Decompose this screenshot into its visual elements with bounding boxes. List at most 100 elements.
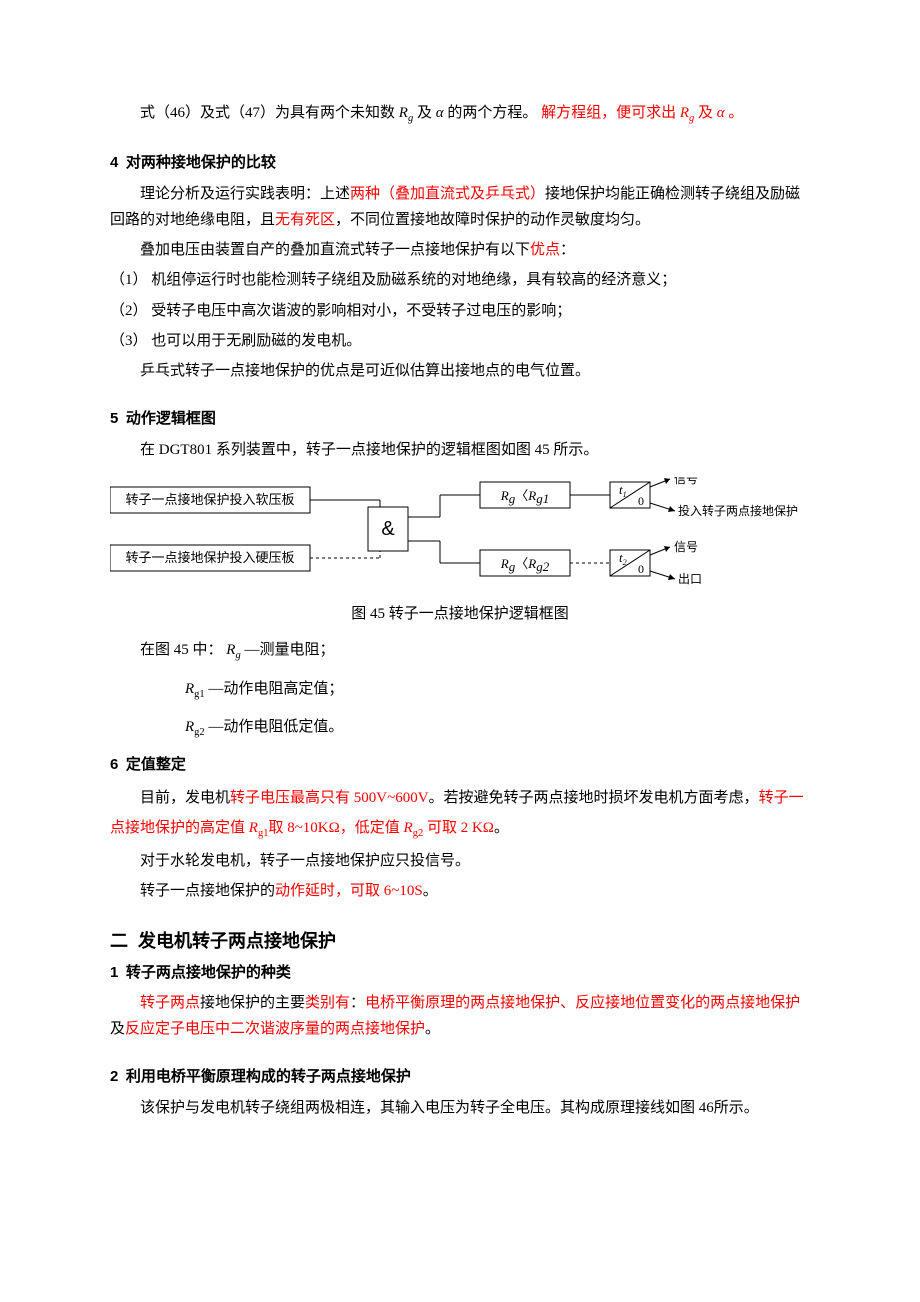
intro-t4: 解方程组，便可求出	[541, 105, 680, 121]
s6-p2: 对于水轮发电机，转子一点接地保护应只投信号。	[110, 848, 810, 874]
s6-p1e: R	[249, 820, 258, 836]
and-symbol: &	[381, 518, 395, 540]
s5-heading: 5 动作逻辑框图	[110, 406, 810, 432]
s5-num: 5	[110, 410, 118, 427]
t2-sub: 2	[623, 558, 627, 567]
intro-alpha2: α	[717, 105, 725, 121]
s4-p2b: 优点	[530, 242, 560, 258]
s4-p2: 叠加电压由装置自产的叠加直流式转子一点接地保护有以下优点：	[110, 237, 810, 263]
timer2-zero: 0	[638, 562, 644, 576]
s4-title: 对两种接地保护的比较	[126, 154, 276, 171]
cond1-bsub: g1	[536, 491, 549, 506]
s6-p1b: 转子电压最高只有 500V~600V	[230, 790, 429, 806]
intro-rg2-sub: g	[689, 113, 694, 124]
cond2-op: 〈	[515, 556, 528, 571]
intro-rg: R	[399, 105, 408, 121]
big2-title: 发电机转子两点接地保护	[138, 931, 336, 951]
s5-def-rg2-sym: R	[185, 719, 194, 735]
out1-main-label: 投入转子两点接地保护	[678, 503, 798, 518]
intro-t5: 及	[698, 105, 717, 121]
s1b-p1h: 。	[425, 1021, 440, 1037]
s1b-heading: 1 转子两点接地保护的种类	[110, 960, 810, 986]
s5-p1: 在 DGT801 系列装置中，转子一点接地保护的逻辑框图如图 45 所示。	[110, 437, 810, 463]
input-2-label: 转子一点接地保护投入硬压板	[125, 550, 294, 565]
s1b-p1g: 反应定子电压中二次谐波序量的两点接地保护	[125, 1021, 425, 1037]
cond2-bsub: g2	[536, 559, 550, 574]
intro-t6: 。	[728, 105, 743, 121]
cond1-op: 〈	[515, 488, 528, 503]
s1b-p1b: 接地保护的主要	[200, 995, 305, 1011]
s4-p1e: ，不同位置接地故障时保护的动作灵敏度均匀。	[335, 212, 650, 228]
s6-p1c: 。若按避免转子两点接地时损坏发电机方面考虑，	[429, 790, 759, 806]
out1-main-arrow	[668, 506, 675, 512]
s5-def-rg1-post: —动作电阻高定值；	[205, 681, 344, 697]
s6-heading: 6 定值整定	[110, 752, 810, 778]
cond2-a: R	[500, 556, 509, 571]
s6-p1e-sub: g1	[258, 828, 269, 839]
s4-li2: （2） 受转子电压中高次谐波的影响相对小，不受转子过电压的影响；	[110, 298, 810, 324]
s1b-p1c: 类别有	[305, 995, 350, 1011]
s5-def-rg1-sym: R	[185, 681, 194, 697]
s4-p1: 理论分析及运行实践表明：上述两种（叠加直流式及乒乓式）接地保护均能正确检测转子绕…	[110, 181, 810, 234]
s2b-heading: 2 利用电桥平衡原理构成的转子两点接地保护	[110, 1064, 810, 1090]
big2-num: 二	[110, 931, 128, 951]
intro-t1: 式（46）及式（47）为具有两个未知数	[140, 105, 399, 121]
out2-main-arrow	[668, 574, 675, 580]
s6-p3: 转子一点接地保护的动作延时，可取 6~10S。	[110, 878, 810, 904]
s4-p2c: ：	[560, 242, 575, 258]
logic-diagram-svg: 转子一点接地保护投入软压板 转子一点接地保护投入硬压板 & Rg〈Rg1 Rg〈…	[110, 477, 810, 597]
s2b-p1: 该保护与发电机转子绕组两极相连，其输入电压为转子全电压。其构成原理接线如图 46…	[110, 1095, 810, 1121]
big-section-2: 二 发电机转子两点接地保护	[110, 926, 810, 958]
intro-rg2: R	[680, 105, 689, 121]
cond1-b: R	[527, 488, 536, 503]
s6-p1g-sub: g2	[413, 828, 424, 839]
s1b-p1a: 转子两点	[140, 995, 200, 1011]
s4-li3: （3） 也可以用于无刷励磁的发电机。	[110, 328, 810, 354]
cond1-a: R	[500, 488, 509, 503]
intro-rg-sub: g	[408, 113, 413, 124]
s5-def-rg2-sub: g2	[194, 727, 205, 738]
intro-t3: 的两个方程。	[447, 105, 537, 121]
s4-p2a: 叠加电压由装置自产的叠加直流式转子一点接地保护有以下	[140, 242, 530, 258]
timer1-zero: 0	[638, 494, 644, 508]
s2b-title: 利用电桥平衡原理构成的转子两点接地保护	[126, 1068, 411, 1085]
s5-def-rg-post: —测量电阻；	[241, 642, 335, 658]
s5-def-rg-pre: 在图 45 中：	[140, 642, 226, 658]
s6-p1g: R	[404, 820, 413, 836]
s1b-title: 转子两点接地保护的种类	[126, 964, 291, 981]
intro-alpha: α	[436, 105, 444, 121]
s4-heading: 4 对两种接地保护的比较	[110, 150, 810, 176]
s6-p1f: 取 8~10KΩ，低定值	[268, 820, 403, 836]
out2-main-label: 出口	[678, 572, 702, 586]
s6-num: 6	[110, 756, 118, 773]
s5-title: 动作逻辑框图	[126, 410, 216, 427]
logic-diagram: 转子一点接地保护投入软压板 转子一点接地保护投入硬压板 & Rg〈Rg1 Rg〈…	[110, 477, 810, 627]
intro-paragraph: 式（46）及式（47）为具有两个未知数 Rg 及 α 的两个方程。 解方程组，便…	[110, 100, 810, 128]
s1b-p1e: 电桥平衡原理的两点接地保护、反应接地位置变化的两点接地保护	[365, 995, 800, 1011]
s4-p1d: 无有死区	[275, 212, 335, 228]
cond2-b: R	[527, 556, 536, 571]
out2-sig-label: 信号	[674, 540, 698, 554]
s4-num: 4	[110, 154, 118, 171]
s6-p1i: 。	[494, 820, 509, 836]
s5-def-rg2-post: —动作电阻低定值。	[205, 719, 344, 735]
input-1-label: 转子一点接地保护投入软压板	[125, 492, 294, 507]
s6-p1a: 目前，发电机	[140, 790, 230, 806]
s4-p1a: 理论分析及运行实践表明：上述	[140, 186, 350, 202]
s5-def-rg1: Rg1 —动作电阻高定值；	[185, 676, 810, 704]
s5-def-rg: 在图 45 中： Rg —测量电阻；	[110, 637, 810, 665]
s4-li1: （1） 机组停运行时也能检测转子绕组及励磁系统的对地绝缘，具有较高的经济意义；	[110, 267, 810, 293]
s5-def-rg2: Rg2 —动作电阻低定值。	[185, 714, 810, 742]
s6-p3b: 动作延时，可取 6~10S	[275, 883, 423, 899]
intro-t2: 及	[417, 105, 436, 121]
s6-title: 定值整定	[126, 756, 186, 773]
s1b-p1d: ：	[350, 995, 365, 1011]
s4-p3: 乒乓式转子一点接地保护的优点是可近似估算出接地点的电气位置。	[110, 358, 810, 384]
t1-sub: 1	[623, 490, 627, 499]
s1b-p1f: 及	[110, 1021, 125, 1037]
s6-p1h: 可取 2 KΩ	[423, 820, 494, 836]
s2b-num: 2	[110, 1068, 118, 1085]
s6-p3c: 。	[423, 883, 438, 899]
s5-def-rg1-sub: g1	[194, 689, 205, 700]
s1b-p1: 转子两点接地保护的主要类别有：电桥平衡原理的两点接地保护、反应接地位置变化的两点…	[110, 990, 810, 1043]
